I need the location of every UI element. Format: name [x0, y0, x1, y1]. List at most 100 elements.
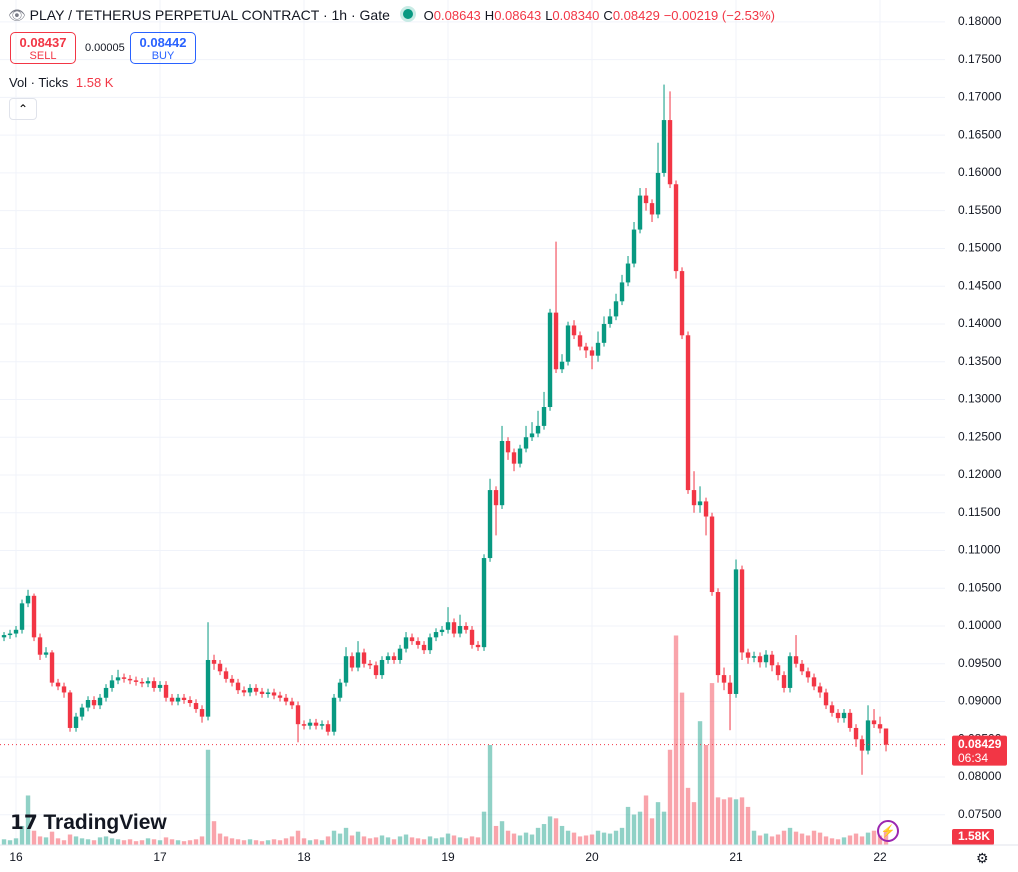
- volume-bar: [25, 795, 31, 845]
- x-tick-label: 21: [729, 850, 743, 864]
- ohlc-value: 0.08429: [612, 8, 660, 23]
- candle-body: [379, 659, 385, 676]
- volume-bar: [523, 832, 529, 845]
- candle-body: [763, 654, 769, 663]
- volume-bar: [529, 834, 535, 845]
- candle-body: [343, 656, 349, 683]
- candle-body: [409, 637, 415, 642]
- volume-bar: [367, 838, 373, 845]
- brand-mark: 𝟭𝟳: [10, 812, 44, 834]
- candle-body: [397, 648, 403, 660]
- volume-bar: [679, 692, 685, 845]
- volume-bar: [103, 836, 109, 845]
- candle-body: [721, 675, 727, 683]
- y-tick-label: 0.09500: [958, 656, 1002, 670]
- volume-bar: [7, 840, 13, 845]
- eye-icon: 👁: [8, 7, 26, 23]
- volume-bar: [283, 838, 289, 845]
- volume-bar: [79, 838, 85, 845]
- candle-body: [481, 558, 487, 648]
- candle-body: [19, 603, 25, 630]
- candle-body: [715, 592, 721, 676]
- volume-bar: [409, 837, 415, 845]
- y-tick-label: 0.12500: [958, 429, 1002, 443]
- sell-button[interactable]: 0.08437 SELL: [10, 32, 76, 64]
- volume-bar: [499, 821, 505, 845]
- volume-bar: [727, 797, 733, 845]
- volume-bar: [139, 840, 145, 845]
- volume-bar: [415, 838, 421, 845]
- volume-bar: [85, 839, 91, 845]
- candle-body: [583, 346, 589, 351]
- volume-bar: [97, 837, 103, 845]
- volume-bar: [127, 839, 133, 845]
- candle-body: [415, 641, 421, 645]
- candle-body: [121, 677, 127, 679]
- volume-bar: [541, 824, 547, 845]
- x-tick-label: 19: [441, 850, 455, 864]
- candle-body: [871, 720, 877, 725]
- candle-body: [619, 282, 625, 302]
- candle-body: [655, 172, 661, 215]
- volume-bar: [511, 833, 517, 845]
- volume-bar: [115, 839, 121, 845]
- candle-body: [643, 195, 649, 204]
- settings-icon[interactable]: ⚙: [976, 850, 989, 866]
- candle-body: [697, 501, 703, 506]
- x-tick-label: 20: [585, 850, 599, 864]
- volume-bar: [1, 839, 7, 845]
- candle-body: [637, 195, 643, 230]
- buy-price: 0.08442: [139, 35, 187, 50]
- x-tick-label: 16: [9, 850, 23, 864]
- volume-bar: [619, 827, 625, 845]
- volume-bar: [823, 836, 829, 845]
- volume-bar: [517, 835, 523, 845]
- volume-bar: [439, 837, 445, 845]
- candle-body: [673, 184, 679, 272]
- candle-body: [487, 490, 493, 559]
- volume-bar: [811, 830, 817, 845]
- candle-body: [31, 595, 37, 638]
- y-tick-label: 0.09000: [958, 694, 1002, 708]
- volume-bar: [451, 835, 457, 845]
- candle-body: [535, 425, 541, 434]
- candle-body: [859, 739, 865, 751]
- volume-bar: [379, 835, 385, 845]
- volume-bar: [427, 836, 433, 845]
- buy-button[interactable]: 0.08442 BUY: [130, 32, 196, 64]
- candle-body: [853, 727, 859, 740]
- flash-icon[interactable]: ⚡: [877, 820, 899, 842]
- volume-bar: [613, 830, 619, 845]
- volume-bar: [661, 811, 667, 845]
- volume-bar: [487, 745, 493, 845]
- candle-body: [133, 680, 139, 682]
- candle-body: [325, 724, 331, 732]
- volume-bar: [109, 838, 115, 845]
- volume-bar: [337, 833, 343, 845]
- candle-body: [745, 652, 751, 658]
- volume-bar: [37, 836, 43, 845]
- collapse-button[interactable]: ⌃: [9, 98, 37, 120]
- y-tick-label: 0.17500: [958, 52, 1002, 66]
- candle-body: [565, 325, 571, 362]
- candle-body: [421, 644, 427, 651]
- volume-bar: [433, 838, 439, 845]
- volume-bar: [229, 838, 235, 845]
- y-tick-label: 0.14500: [958, 278, 1002, 292]
- brand-text: TradingView: [43, 811, 167, 834]
- candle-body: [685, 335, 691, 491]
- volume-bar: [295, 830, 301, 845]
- volume-bar: [331, 830, 337, 845]
- candle-body: [145, 681, 151, 684]
- candle-body: [475, 644, 481, 648]
- ohlc-key: H: [484, 8, 495, 23]
- candle-body: [43, 652, 49, 655]
- candle-body: [433, 632, 439, 638]
- volume-bar: [781, 830, 787, 845]
- candle-body: [259, 691, 265, 694]
- candle-body: [373, 665, 379, 676]
- candle-body: [805, 671, 811, 678]
- ohlc-value: 0.08643: [433, 8, 481, 23]
- volume-bar: [55, 838, 61, 845]
